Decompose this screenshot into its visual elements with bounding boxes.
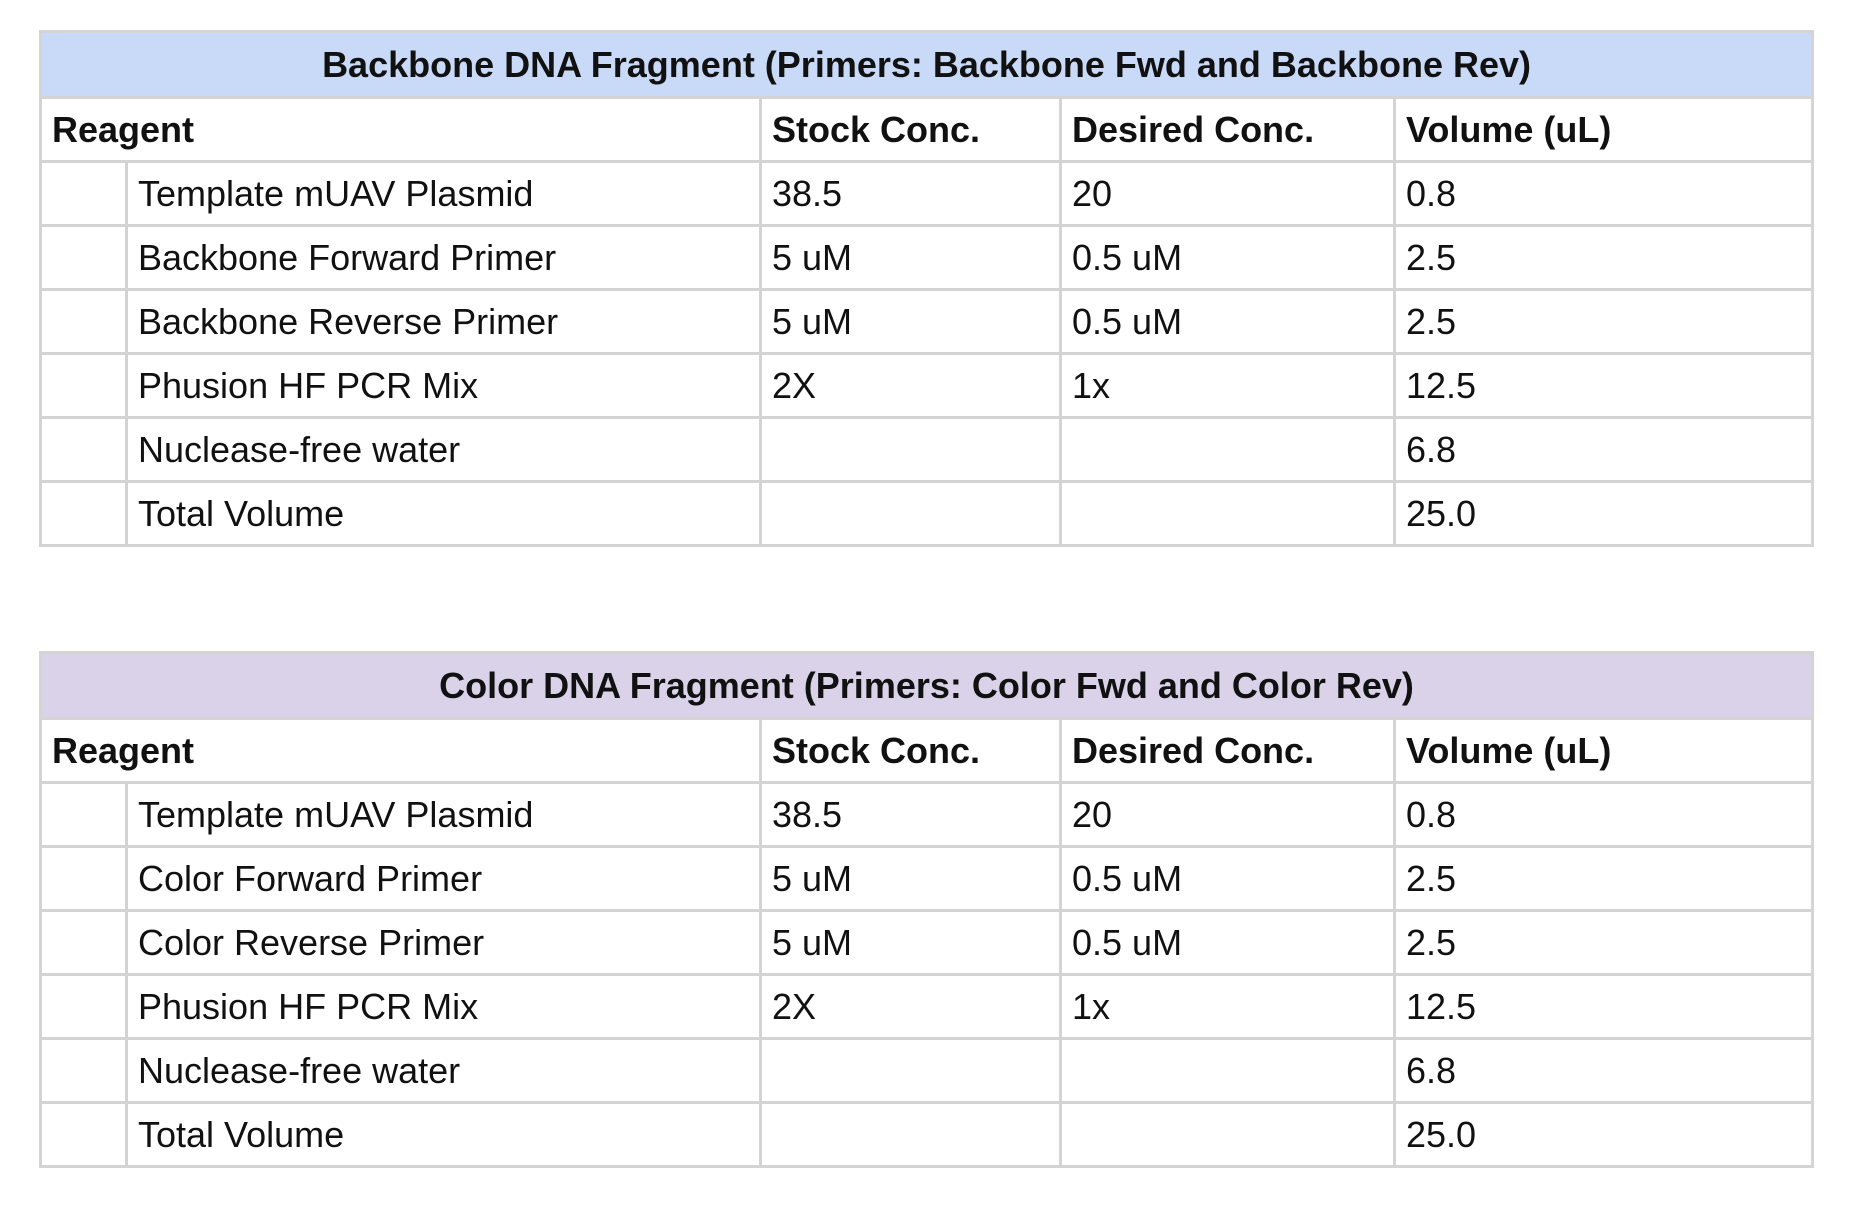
reagent-cell: Total Volume xyxy=(125,480,762,547)
stock-conc-cell: 5 uM xyxy=(759,288,1062,355)
indent-cell xyxy=(39,909,128,976)
stock-conc-cell xyxy=(759,480,1062,547)
volume-cell: 25.0 xyxy=(1392,480,1815,547)
table-row: Phusion HF PCR Mix 2X 1x 12.5 xyxy=(39,352,1815,419)
stock-conc-cell xyxy=(759,416,1062,483)
volume-cell: 25.0 xyxy=(1392,1101,1815,1168)
table-title-row: Backbone DNA Fragment (Primers: Backbone… xyxy=(38,30,1815,99)
stock-conc-cell: 5 uM xyxy=(759,845,1062,912)
volume-cell: 2.5 xyxy=(1392,845,1815,912)
indent-cell xyxy=(39,973,128,1040)
stock-conc-cell: 2X xyxy=(759,973,1062,1040)
stock-conc-cell xyxy=(759,1037,1062,1104)
reagent-cell: Phusion HF PCR Mix xyxy=(125,352,762,419)
table-row: Template mUAV Plasmid 38.5 20 0.8 xyxy=(39,160,1815,227)
reagent-cell: Template mUAV Plasmid xyxy=(125,160,762,227)
table-row: Backbone Forward Primer 5 uM 0.5 uM 2.5 xyxy=(39,224,1815,291)
volume-cell: 6.8 xyxy=(1392,416,1815,483)
volume-cell: 2.5 xyxy=(1392,909,1815,976)
volume-cell: 6.8 xyxy=(1392,1037,1815,1104)
table-row: Color Reverse Primer 5 uM 0.5 uM 2.5 xyxy=(39,909,1815,976)
reagent-cell: Backbone Forward Primer xyxy=(125,224,762,291)
indent-cell xyxy=(39,1101,128,1168)
indent-cell xyxy=(39,781,128,848)
reagent-cell: Template mUAV Plasmid xyxy=(125,781,762,848)
table-row: Backbone Reverse Primer 5 uM 0.5 uM 2.5 xyxy=(39,288,1815,355)
indent-cell xyxy=(39,288,128,355)
stock-conc-cell: 2X xyxy=(759,352,1062,419)
table-row: Template mUAV Plasmid 38.5 20 0.8 xyxy=(39,781,1815,848)
volume-cell: 0.8 xyxy=(1392,781,1815,848)
column-header-desired-conc: Desired Conc. xyxy=(1059,717,1396,784)
desired-conc-cell: 0.5 uM xyxy=(1059,845,1396,912)
table-row: Total Volume 25.0 xyxy=(39,1101,1815,1168)
desired-conc-cell: 0.5 uM xyxy=(1059,224,1396,291)
desired-conc-cell: 1x xyxy=(1059,973,1396,1040)
column-header-reagent: Reagent xyxy=(39,96,762,163)
volume-cell: 0.8 xyxy=(1392,160,1815,227)
desired-conc-cell: 1x xyxy=(1059,352,1396,419)
indent-cell xyxy=(39,224,128,291)
desired-conc-cell: 0.5 uM xyxy=(1059,288,1396,355)
stock-conc-cell: 38.5 xyxy=(759,160,1062,227)
column-header-reagent: Reagent xyxy=(39,717,762,784)
desired-conc-cell xyxy=(1059,480,1396,547)
indent-cell xyxy=(39,160,128,227)
reagent-cell: Phusion HF PCR Mix xyxy=(125,973,762,1040)
volume-cell: 12.5 xyxy=(1392,352,1815,419)
column-header-volume: Volume (uL) xyxy=(1392,96,1815,163)
desired-conc-cell xyxy=(1059,1037,1396,1104)
reagent-cell: Total Volume xyxy=(125,1101,762,1168)
volume-cell: 2.5 xyxy=(1392,288,1815,355)
indent-cell xyxy=(39,1037,128,1104)
desired-conc-cell xyxy=(1059,416,1396,483)
table-row: Color Forward Primer 5 uM 0.5 uM 2.5 xyxy=(39,845,1815,912)
volume-cell: 2.5 xyxy=(1392,224,1815,291)
desired-conc-cell: 20 xyxy=(1059,781,1396,848)
color-fragment-table: Color DNA Fragment (Primers: Color Fwd a… xyxy=(38,651,1815,1168)
indent-cell xyxy=(39,845,128,912)
reagent-cell: Nuclease-free water xyxy=(125,416,762,483)
volume-cell: 12.5 xyxy=(1392,973,1815,1040)
stock-conc-cell xyxy=(759,1101,1062,1168)
desired-conc-cell xyxy=(1059,1101,1396,1168)
indent-cell xyxy=(39,480,128,547)
reagent-cell: Backbone Reverse Primer xyxy=(125,288,762,355)
table-title: Color DNA Fragment (Primers: Color Fwd a… xyxy=(38,651,1815,720)
column-header-stock-conc: Stock Conc. xyxy=(759,96,1062,163)
table-row: Total Volume 25.0 xyxy=(39,480,1815,547)
column-header-stock-conc: Stock Conc. xyxy=(759,717,1062,784)
desired-conc-cell: 0.5 uM xyxy=(1059,909,1396,976)
reagent-cell: Color Reverse Primer xyxy=(125,909,762,976)
backbone-fragment-table: Backbone DNA Fragment (Primers: Backbone… xyxy=(38,30,1815,547)
table-row: Phusion HF PCR Mix 2X 1x 12.5 xyxy=(39,973,1815,1040)
desired-conc-cell: 20 xyxy=(1059,160,1396,227)
reagent-cell: Nuclease-free water xyxy=(125,1037,762,1104)
column-header-desired-conc: Desired Conc. xyxy=(1059,96,1396,163)
column-header-volume: Volume (uL) xyxy=(1392,717,1815,784)
reagent-cell: Color Forward Primer xyxy=(125,845,762,912)
stock-conc-cell: 5 uM xyxy=(759,224,1062,291)
stock-conc-cell: 5 uM xyxy=(759,909,1062,976)
table-row: Nuclease-free water 6.8 xyxy=(39,1037,1815,1104)
stock-conc-cell: 38.5 xyxy=(759,781,1062,848)
table-title: Backbone DNA Fragment (Primers: Backbone… xyxy=(38,30,1815,99)
table-row: Nuclease-free water 6.8 xyxy=(39,416,1815,483)
table-header-row: Reagent Stock Conc. Desired Conc. Volume… xyxy=(39,717,1815,784)
table-header-row: Reagent Stock Conc. Desired Conc. Volume… xyxy=(39,96,1815,163)
indent-cell xyxy=(39,352,128,419)
indent-cell xyxy=(39,416,128,483)
table-title-row: Color DNA Fragment (Primers: Color Fwd a… xyxy=(38,651,1815,720)
